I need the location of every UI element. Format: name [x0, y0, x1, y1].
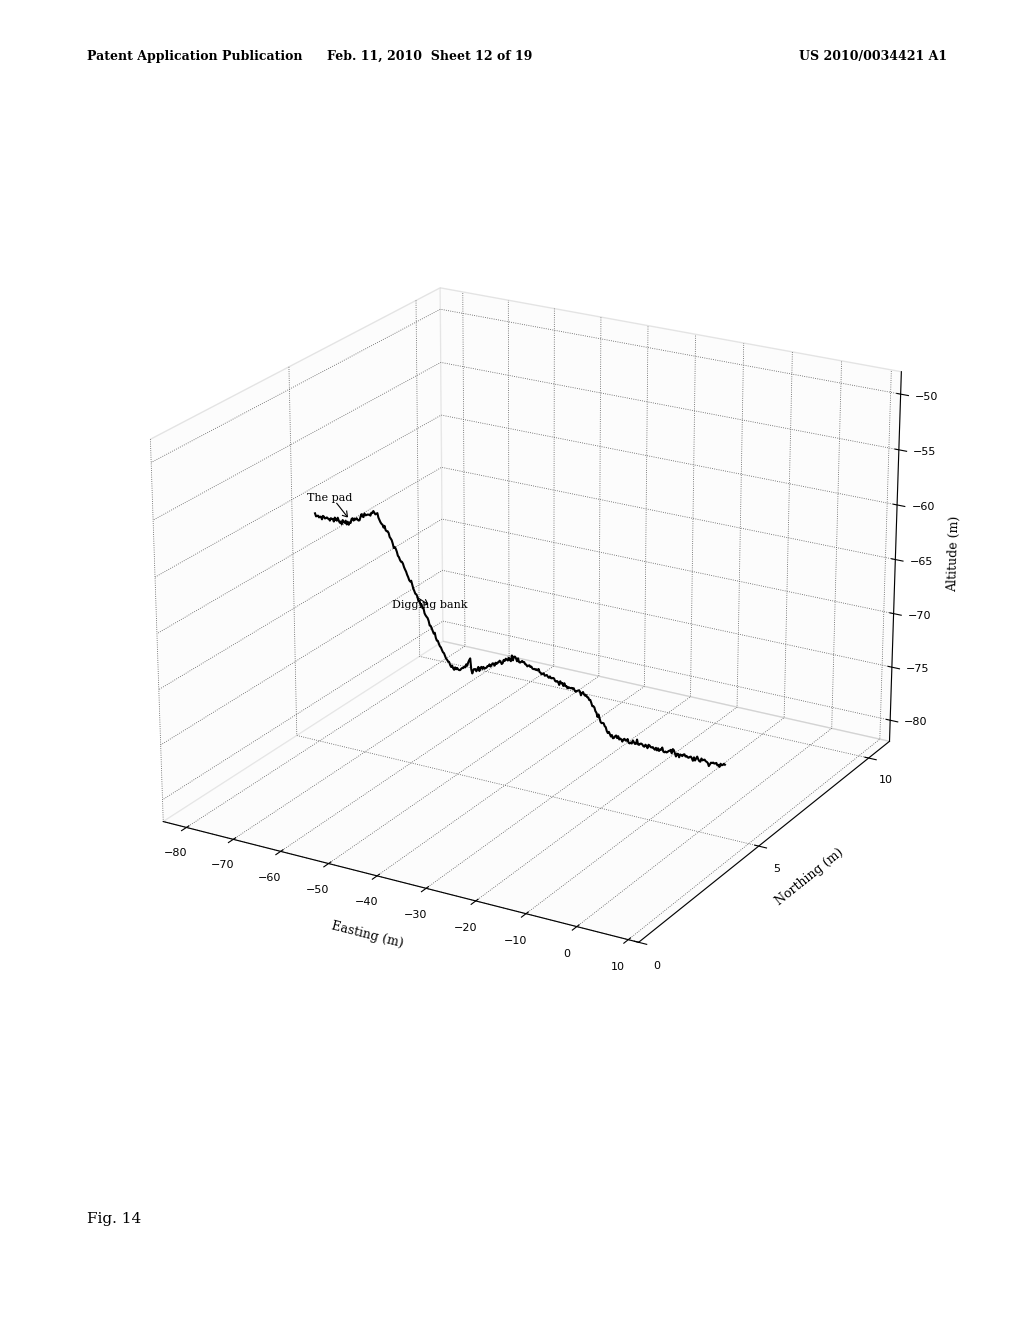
- Text: Patent Application Publication: Patent Application Publication: [87, 50, 302, 63]
- Text: Fig. 14: Fig. 14: [87, 1212, 141, 1226]
- X-axis label: Easting (m): Easting (m): [330, 919, 404, 950]
- Text: Feb. 11, 2010  Sheet 12 of 19: Feb. 11, 2010 Sheet 12 of 19: [328, 50, 532, 63]
- Text: US 2010/0034421 A1: US 2010/0034421 A1: [799, 50, 947, 63]
- Y-axis label: Northing (m): Northing (m): [773, 846, 846, 908]
